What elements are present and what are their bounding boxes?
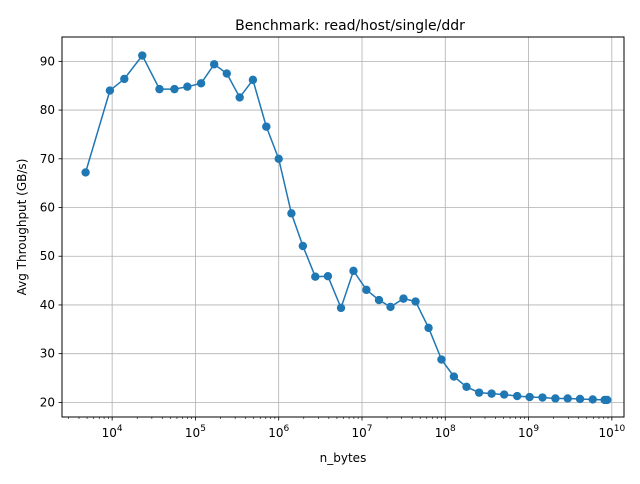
data-point bbox=[399, 294, 408, 303]
plot-area-frame bbox=[61, 36, 625, 418]
y-tick-label: 90 bbox=[40, 54, 55, 68]
data-point bbox=[298, 241, 308, 251]
data-point bbox=[487, 389, 496, 398]
data-point bbox=[588, 395, 597, 404]
data-point bbox=[538, 393, 547, 402]
axes: 104 105 106 107 108 109 1010 20 30 40 50 60 70 80 90 bbox=[40, 54, 626, 440]
data-point bbox=[222, 69, 231, 78]
data-point bbox=[437, 355, 446, 364]
data-point bbox=[563, 394, 572, 403]
data-point bbox=[525, 392, 534, 402]
y-axis-label: Avg Throughput (GB/s) bbox=[15, 159, 29, 296]
data-point bbox=[512, 391, 522, 401]
data-point bbox=[462, 382, 471, 391]
chart-title: Benchmark: read/host/single/ddr bbox=[235, 18, 465, 34]
x-tick-label: 109 bbox=[518, 424, 539, 440]
y-tick-label: 30 bbox=[40, 347, 55, 361]
x-tick-label: 105 bbox=[185, 424, 206, 440]
y-tick-label: 20 bbox=[40, 395, 55, 409]
data-point bbox=[474, 388, 484, 397]
series-line-group bbox=[81, 51, 612, 405]
data-point bbox=[362, 285, 371, 295]
data-point bbox=[386, 302, 395, 312]
data-point bbox=[449, 372, 459, 381]
data-point bbox=[105, 86, 115, 95]
data-point bbox=[551, 394, 560, 403]
data-point bbox=[209, 60, 219, 69]
data-point bbox=[183, 82, 192, 91]
data-point bbox=[374, 295, 384, 305]
data-point bbox=[411, 297, 420, 306]
data-point bbox=[336, 303, 346, 313]
data-point bbox=[323, 272, 333, 281]
y-tick-label: 40 bbox=[40, 298, 55, 312]
data-point bbox=[196, 79, 206, 88]
data-point bbox=[120, 74, 129, 84]
data-point bbox=[274, 154, 283, 163]
data-point bbox=[248, 75, 258, 85]
x-tick-label: 1010 bbox=[598, 424, 625, 440]
y-tick-label: 60 bbox=[40, 201, 55, 215]
data-point bbox=[424, 323, 433, 333]
grid bbox=[62, 37, 624, 417]
x-axis-label: n_bytes bbox=[320, 451, 367, 465]
data-point bbox=[81, 168, 90, 177]
x-tick-label: 106 bbox=[268, 424, 289, 440]
y-tick-label: 80 bbox=[40, 103, 55, 117]
data-point bbox=[155, 84, 164, 94]
data-point bbox=[262, 122, 271, 131]
data-point bbox=[499, 390, 509, 399]
data-point bbox=[349, 266, 358, 276]
y-tick-label: 70 bbox=[40, 152, 55, 166]
x-tick-label: 104 bbox=[102, 424, 123, 440]
data-point bbox=[170, 84, 179, 94]
x-tick-label: 107 bbox=[351, 424, 372, 440]
data-point bbox=[138, 51, 147, 60]
data-point bbox=[235, 93, 244, 102]
data-point bbox=[311, 272, 320, 281]
y-tick-label: 50 bbox=[40, 249, 55, 263]
data-point bbox=[603, 395, 612, 405]
x-tick-label: 108 bbox=[435, 424, 456, 440]
data-point bbox=[287, 209, 296, 218]
data-point bbox=[575, 394, 585, 404]
